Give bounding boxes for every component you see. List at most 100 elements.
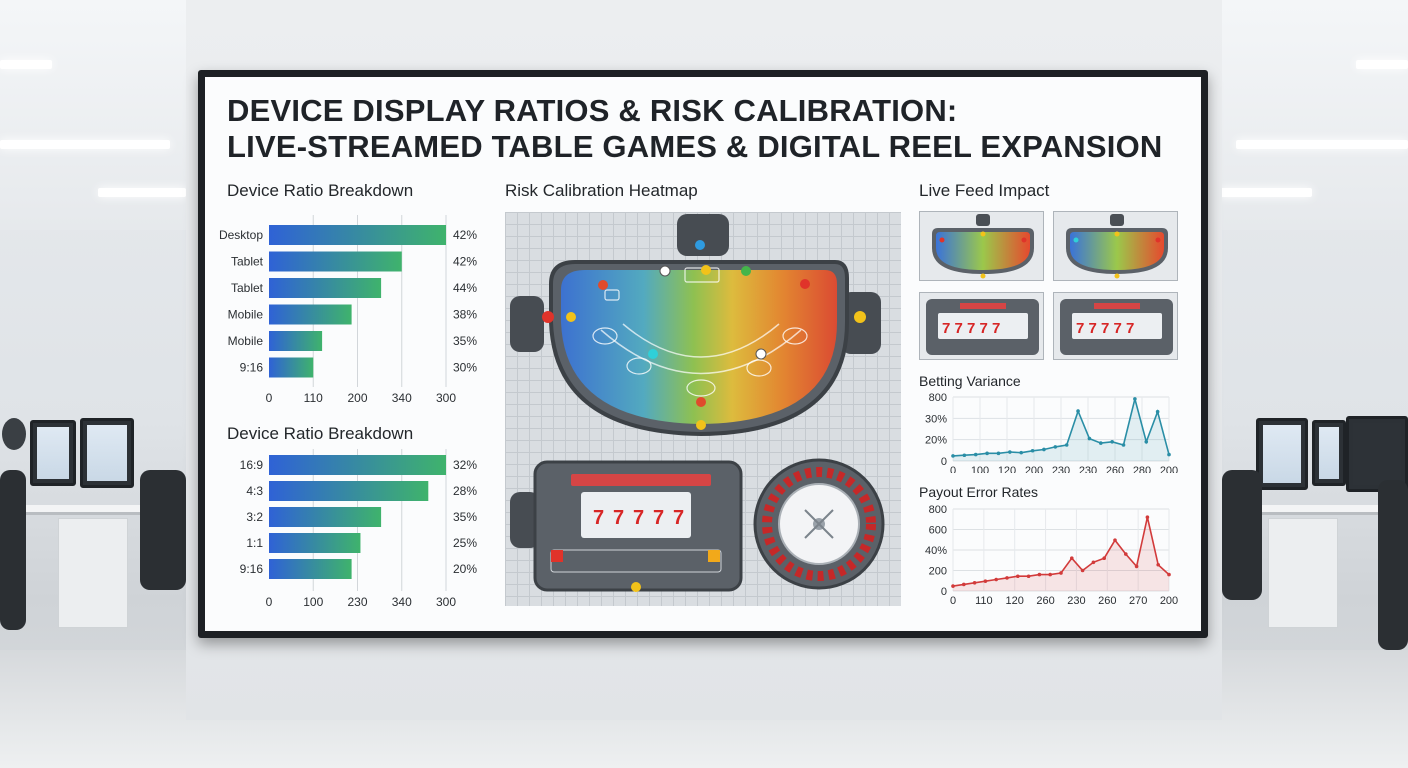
data-point — [1098, 441, 1103, 445]
device-ratio-chart-2: 0 100 230 340 300 16:9 32% 4:3 28% 3:2 35% 1:1 25% 9:… — [240, 449, 477, 609]
data-point — [983, 579, 988, 583]
payout-error-title: Payout Error Rates — [919, 484, 1039, 500]
heatmap-title: Risk Calibration Heatmap — [505, 181, 698, 200]
dashboard-title-line2: LIVE-STREAMED TABLE GAMES & DIGITAL REEL… — [227, 129, 1163, 164]
x-tick-label: 200 — [347, 391, 367, 405]
data-point — [972, 581, 977, 585]
x-tick-label: 200 — [1025, 465, 1043, 473]
data-point — [962, 582, 966, 587]
background-monitor — [30, 420, 76, 486]
x-tick-label: 100 — [303, 595, 323, 609]
x-tick-label: 200 — [1160, 465, 1178, 473]
bar — [269, 533, 361, 553]
y-tick-label: 600 — [929, 525, 947, 537]
data-point — [1113, 538, 1117, 542]
x-tick-label: 260 — [1106, 465, 1124, 473]
background-person — [2, 418, 26, 450]
category-label: 4:3 — [246, 484, 263, 498]
data-point — [1110, 440, 1114, 444]
seat-marker — [741, 266, 751, 276]
player-seat — [510, 296, 544, 352]
y-tick-label: 30% — [925, 413, 947, 425]
data-point — [1167, 452, 1171, 457]
x-tick-label: 200 — [1160, 595, 1178, 607]
x-tick-label: 230 — [1067, 595, 1085, 607]
slot-top-bar — [571, 474, 711, 486]
value-label: 44% — [453, 281, 477, 295]
data-point — [1133, 397, 1137, 401]
x-tick-label: 260 — [1036, 595, 1054, 607]
data-point — [1064, 443, 1069, 447]
heat-zone — [561, 270, 837, 424]
x-tick-label: 0 — [266, 595, 273, 609]
y-tick-label: 200 — [929, 566, 947, 578]
data-point — [1019, 450, 1024, 455]
ceiling-light — [1236, 140, 1408, 149]
value-label: 35% — [453, 334, 477, 348]
data-point — [1167, 572, 1171, 577]
y-tick-label: 800 — [929, 392, 947, 404]
value-label: 28% — [453, 484, 477, 498]
data-point — [994, 577, 998, 582]
seat-marker — [696, 397, 706, 407]
office-desk — [0, 505, 186, 515]
slot-indicator — [551, 550, 563, 562]
office-desk — [1222, 505, 1408, 515]
x-tick-label: 110 — [975, 595, 993, 607]
svg-text:7 7 7 7 7: 7 7 7 7 7 — [942, 320, 1000, 337]
background-monitor — [1346, 416, 1408, 492]
reel-symbol: 7 — [653, 507, 664, 529]
data-point — [1016, 574, 1020, 579]
ceiling-light — [0, 140, 170, 149]
data-point — [1008, 450, 1012, 454]
data-point — [1030, 448, 1035, 453]
data-point — [1080, 568, 1085, 573]
svg-text:7 7 7 7 7: 7 7 7 7 7 — [1076, 320, 1134, 337]
betting-variance-chart: 0 20% 30% 800 0 100 120 200 230 230 260 280 200 — [925, 392, 1178, 473]
value-label: 30% — [453, 361, 477, 375]
seat-marker — [755, 348, 767, 360]
reel-symbol: 7 — [613, 507, 624, 529]
office-chair — [1378, 480, 1408, 650]
bar — [269, 559, 352, 579]
background-monitor — [80, 418, 134, 488]
data-point — [1134, 564, 1139, 569]
category-label: Tablet — [231, 281, 264, 295]
device-ratio-title-2: Device Ratio Breakdown — [227, 424, 414, 443]
dealer-seat — [677, 214, 729, 256]
desk-cabinet — [58, 518, 128, 628]
category-label: 3:2 — [246, 510, 263, 524]
data-point — [1048, 572, 1052, 577]
bar — [269, 455, 446, 475]
value-label: 25% — [453, 536, 477, 550]
category-label: Mobile — [228, 308, 264, 322]
value-label: 20% — [453, 562, 477, 576]
bar — [269, 278, 382, 298]
live-feed-thumbnail — [1053, 211, 1178, 281]
seat-marker — [542, 311, 554, 323]
y-tick-label: 800 — [929, 504, 947, 516]
data-point — [962, 453, 967, 458]
live-feed-thumbnail: 7 7 7 7 7 — [1053, 292, 1178, 360]
x-tick-label: 120 — [998, 465, 1016, 473]
y-tick-label: 20% — [925, 435, 947, 447]
data-point — [1144, 440, 1149, 444]
x-tick-label: 0 — [950, 465, 956, 473]
data-point — [1005, 576, 1009, 580]
data-point — [1124, 552, 1128, 556]
bet-spot — [592, 327, 618, 345]
office-chair — [140, 470, 186, 590]
y-tick-label: 40% — [925, 545, 947, 557]
data-point — [1121, 443, 1126, 447]
data-point — [1076, 409, 1080, 413]
data-point — [1026, 574, 1031, 579]
x-tick-label: 230 — [1079, 465, 1097, 473]
x-tick-label: 340 — [392, 595, 412, 609]
data-point — [1070, 556, 1074, 560]
ceiling-light — [0, 60, 52, 69]
data-point — [996, 451, 1001, 456]
reel-symbol: 7 — [633, 507, 644, 529]
x-tick-label: 300 — [436, 595, 456, 609]
live-feed-thumbnail: 7 7 7 7 7 — [919, 292, 1044, 360]
category-label: 9:16 — [240, 562, 264, 576]
